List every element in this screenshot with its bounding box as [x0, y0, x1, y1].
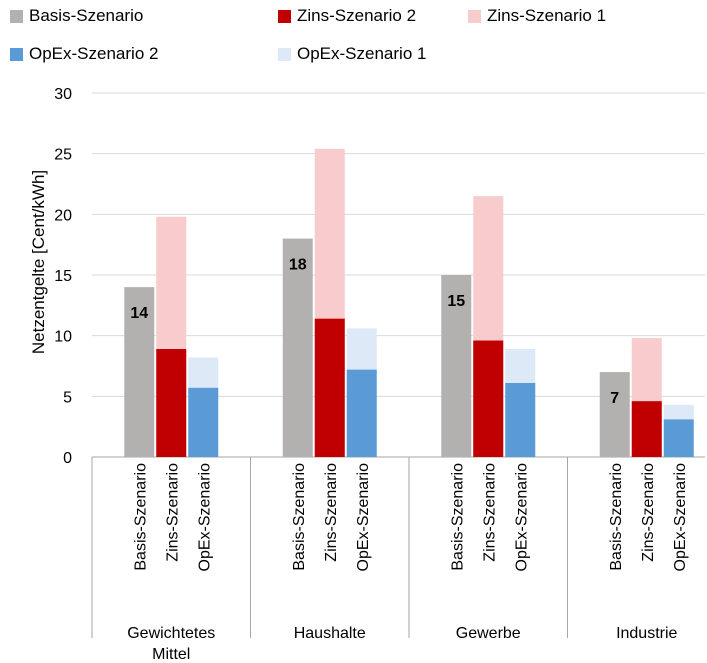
y-tick-label: 0 — [63, 450, 72, 467]
legend-swatch-opex2 — [10, 47, 23, 61]
x-bar-label: Zins-Szenario — [481, 463, 498, 562]
x-bar-label: OpEx-Szenario — [196, 463, 213, 572]
y-tick-label: 5 — [63, 389, 72, 406]
legend-swatch-zins2 — [278, 9, 291, 23]
data-label-basis: 14 — [130, 305, 148, 322]
bar-opex-2 — [505, 382, 536, 457]
x-group-label: Gewerbe — [456, 625, 521, 642]
legend-swatch-zins1 — [468, 9, 481, 23]
legend-item-zins1: Zins-Szenario 1 — [468, 6, 606, 26]
y-tick-label: 15 — [54, 268, 72, 285]
y-tick-label: 20 — [54, 207, 72, 224]
data-label-basis: 15 — [447, 293, 465, 310]
legend-label-opex2: OpEx-Szenario 2 — [29, 44, 159, 63]
legend-label-zins2: Zins-Szenario 2 — [297, 6, 417, 25]
legend-swatch-basis — [10, 9, 23, 23]
y-tick-label: 10 — [54, 329, 72, 346]
bar-basis — [599, 372, 630, 457]
legend-item-zins2: Zins-Szenario 2 — [278, 6, 416, 26]
x-bar-label: OpEx-Szenario — [672, 463, 689, 572]
legend-label-zins1: Zins-Szenario 1 — [487, 6, 607, 25]
x-bar-label: Basis-Szenario — [132, 463, 149, 571]
legend-label-basis: Basis-Szenario — [29, 6, 144, 25]
data-label-basis: 7 — [610, 390, 619, 407]
x-bar-label: Basis-Szenario — [291, 463, 308, 571]
bar-zins-2 — [631, 401, 662, 457]
bar-opex-2 — [346, 369, 377, 457]
x-bar-label: Basis-Szenario — [608, 463, 625, 571]
bar-zins-2 — [473, 340, 504, 457]
bar-zins-2 — [156, 349, 187, 457]
legend-item-opex2: OpEx-Szenario 2 — [10, 44, 158, 64]
x-bar-label: Zins-Szenario — [323, 463, 340, 562]
bar-basis — [124, 287, 155, 457]
y-tick-label: 25 — [54, 147, 72, 164]
y-axis-title: Netzentgelte [Cent/kWh] — [29, 170, 48, 354]
bar-zins-2 — [314, 318, 345, 457]
bar-opex-2 — [663, 419, 694, 457]
legend-item-basis: Basis-Szenario — [10, 6, 143, 26]
bar-basis — [441, 275, 472, 457]
legend-swatch-opex1 — [278, 47, 291, 61]
x-bar-label: OpEx-Szenario — [355, 463, 372, 572]
y-tick-label: 30 — [54, 86, 72, 103]
legend-label-opex1: OpEx-Szenario 1 — [297, 44, 427, 63]
x-bar-label: Zins-Szenario — [640, 463, 657, 562]
x-bar-label: OpEx-Szenario — [513, 463, 530, 572]
legend-item-opex1: OpEx-Szenario 1 — [278, 44, 426, 64]
x-group-label: Haushalte — [294, 625, 366, 642]
x-bar-label: Basis-Szenario — [449, 463, 466, 571]
bar-basis — [282, 238, 313, 457]
bar-opex-2 — [188, 387, 219, 457]
x-bar-label: Zins-Szenario — [164, 463, 181, 562]
data-label-basis: 18 — [289, 257, 307, 274]
x-group-label: Gewichtetes — [127, 625, 215, 642]
x-group-label-line2: Mittel — [152, 646, 190, 663]
x-group-label: Industrie — [616, 625, 677, 642]
